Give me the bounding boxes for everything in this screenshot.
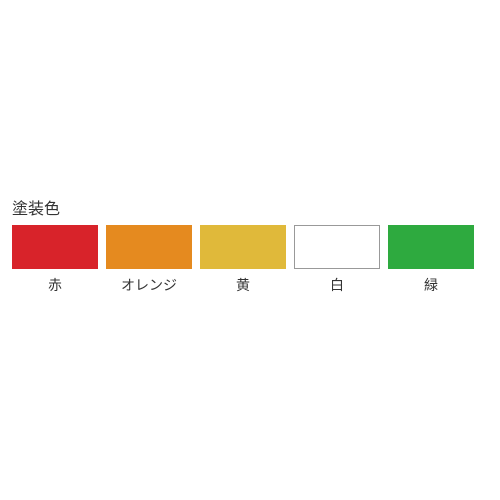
swatch-label: 赤: [48, 275, 62, 295]
swatch-label: オレンジ: [121, 275, 177, 295]
swatch-item: 赤: [12, 225, 98, 295]
swatch-yellow: [200, 225, 286, 269]
paint-color-section: 塗装色 赤 オレンジ 黄 白 緑: [12, 195, 488, 295]
swatch-label: 白: [330, 275, 344, 295]
swatch-label: 緑: [424, 275, 438, 295]
swatch-orange: [106, 225, 192, 269]
swatch-item: 緑: [388, 225, 474, 295]
swatch-item: 白: [294, 225, 380, 295]
swatch-item: オレンジ: [106, 225, 192, 295]
swatch-item: 黄: [200, 225, 286, 295]
swatch-red: [12, 225, 98, 269]
swatch-green: [388, 225, 474, 269]
swatch-white: [294, 225, 380, 269]
swatch-label: 黄: [236, 275, 250, 295]
swatch-row: 赤 オレンジ 黄 白 緑: [12, 225, 488, 295]
section-title: 塗装色: [12, 195, 488, 219]
